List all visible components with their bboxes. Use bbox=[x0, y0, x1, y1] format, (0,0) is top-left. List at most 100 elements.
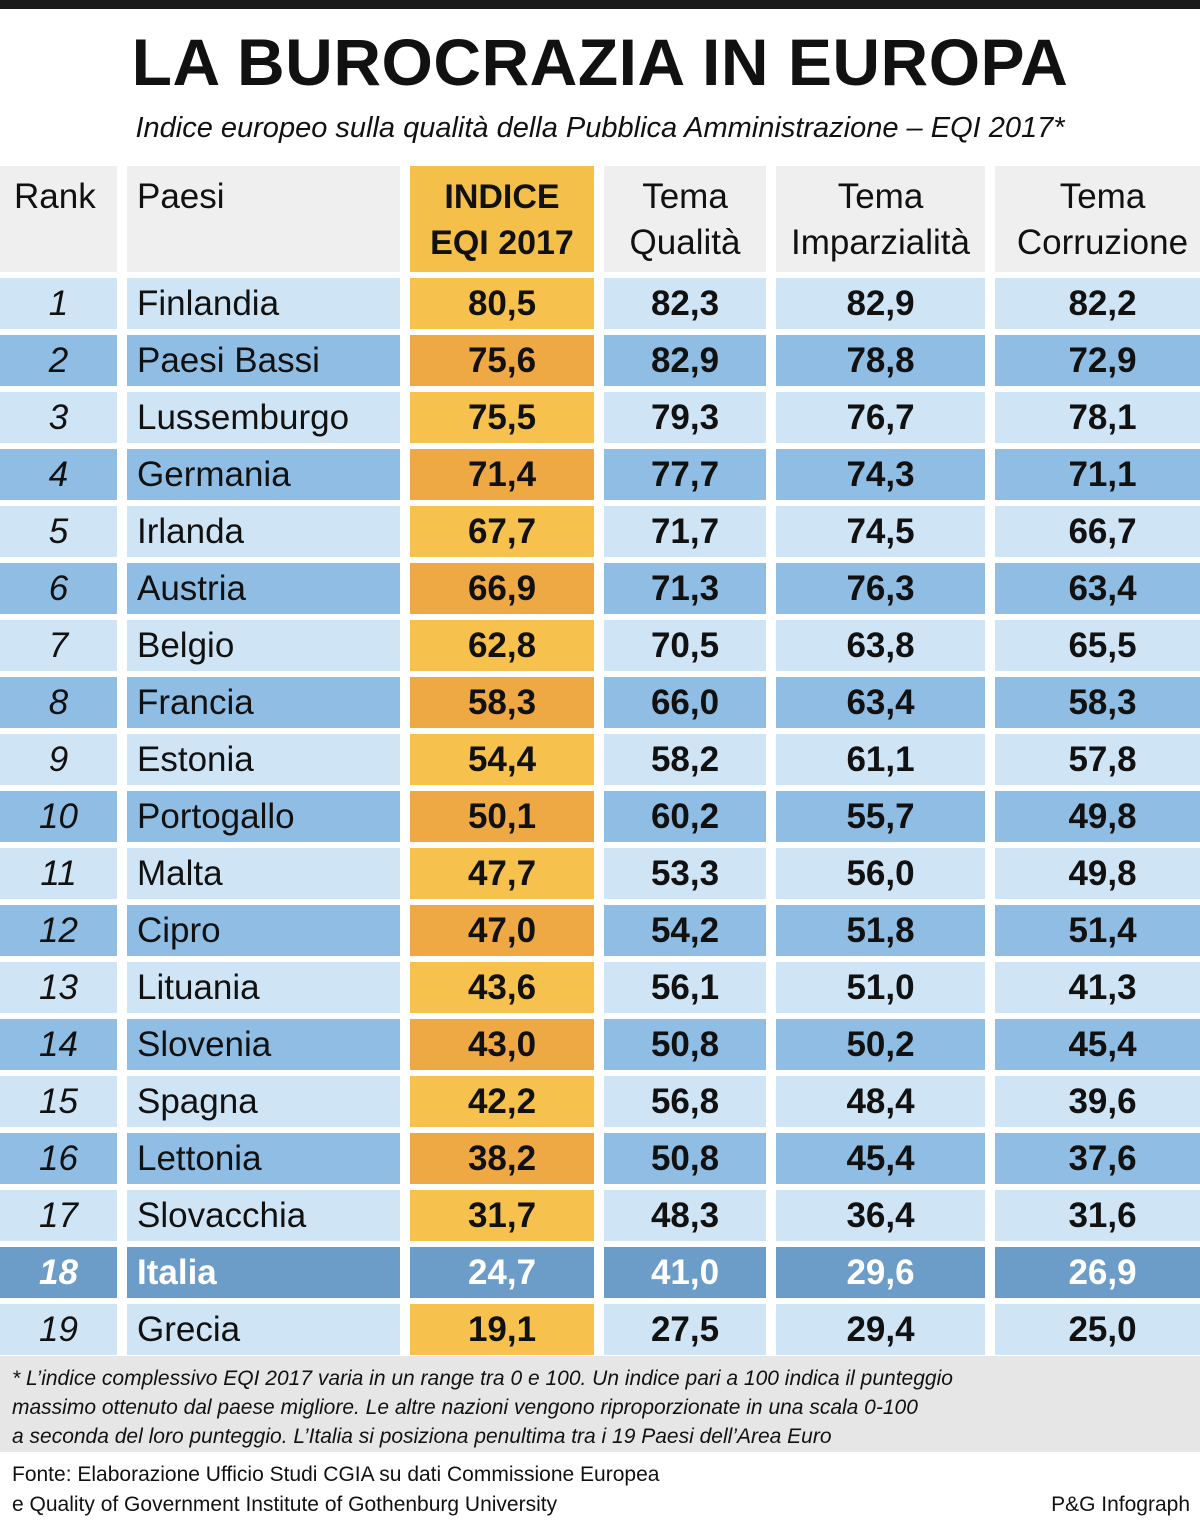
cell-corruzione: 58,3 bbox=[995, 677, 1200, 728]
cell-qualita: 71,7 bbox=[604, 506, 766, 557]
cell-qualita: 27,5 bbox=[604, 1304, 766, 1355]
cell-imparzialita: 36,4 bbox=[776, 1190, 985, 1241]
cell-corruzione: 45,4 bbox=[995, 1019, 1200, 1070]
cell-rank: 6 bbox=[0, 563, 117, 614]
cell-corruzione: 72,9 bbox=[995, 335, 1200, 386]
cell-qualita: 50,8 bbox=[604, 1019, 766, 1070]
cell-corruzione: 39,6 bbox=[995, 1076, 1200, 1127]
table-row: 3 Lussemburgo 75,5 79,3 76,7 78,1 bbox=[0, 392, 1200, 443]
cell-corruzione: 51,4 bbox=[995, 905, 1200, 956]
header-eqi: INDICE EQI 2017 bbox=[410, 166, 594, 272]
cell-rank: 5 bbox=[0, 506, 117, 557]
cell-corruzione: 41,3 bbox=[995, 962, 1200, 1013]
cell-imparzialita: 78,8 bbox=[776, 335, 985, 386]
table-row: 14 Slovenia 43,0 50,8 50,2 45,4 bbox=[0, 1019, 1200, 1070]
cell-country: Slovacchia bbox=[127, 1190, 400, 1241]
footnote-line: * L’indice complessivo EQI 2017 varia in… bbox=[12, 1367, 953, 1390]
cell-qualita: 50,8 bbox=[604, 1133, 766, 1184]
cell-imparzialita: 45,4 bbox=[776, 1133, 985, 1184]
cell-imparzialita: 61,1 bbox=[776, 734, 985, 785]
footnote-line: a seconda del loro punteggio. L’Italia s… bbox=[12, 1425, 832, 1448]
cell-country: Lussemburgo bbox=[127, 392, 400, 443]
cell-imparzialita: 63,4 bbox=[776, 677, 985, 728]
header-imparzialita: Tema Imparzialità bbox=[776, 166, 985, 272]
header-paesi: Paesi bbox=[127, 166, 400, 272]
cell-imparzialita: 51,8 bbox=[776, 905, 985, 956]
cell-country: Belgio bbox=[127, 620, 400, 671]
cell-imparzialita: 56,0 bbox=[776, 848, 985, 899]
cell-eqi: 19,1 bbox=[410, 1304, 594, 1355]
cell-corruzione: 25,0 bbox=[995, 1304, 1200, 1355]
table-row: 5 Irlanda 67,7 71,7 74,5 66,7 bbox=[0, 506, 1200, 557]
table-row: 12 Cipro 47,0 54,2 51,8 51,4 bbox=[0, 905, 1200, 956]
cell-rank: 17 bbox=[0, 1190, 117, 1241]
cell-qualita: 41,0 bbox=[604, 1247, 766, 1298]
table-header-row: Rank Paesi INDICE EQI 2017 Tema Qualità Te… bbox=[0, 166, 1200, 272]
cell-qualita: 53,3 bbox=[604, 848, 766, 899]
table-row: 18 Italia 24,7 41,0 29,6 26,9 bbox=[0, 1247, 1200, 1298]
cell-country: Irlanda bbox=[127, 506, 400, 557]
cell-qualita: 66,0 bbox=[604, 677, 766, 728]
cell-corruzione: 57,8 bbox=[995, 734, 1200, 785]
cell-country: Cipro bbox=[127, 905, 400, 956]
cell-eqi: 80,5 bbox=[410, 278, 594, 329]
cell-corruzione: 82,2 bbox=[995, 278, 1200, 329]
source-line: e Quality of Government Institute of Got… bbox=[12, 1493, 558, 1516]
cell-imparzialita: 51,0 bbox=[776, 962, 985, 1013]
cell-corruzione: 49,8 bbox=[995, 791, 1200, 842]
table-body: 1 Finlandia 80,5 82,3 82,9 82,2 2 Paesi Bassi 75… bbox=[0, 278, 1200, 1355]
table-row: 10 Portogallo 50,1 60,2 55,7 49,8 bbox=[0, 791, 1200, 842]
cell-eqi: 38,2 bbox=[410, 1133, 594, 1184]
cell-qualita: 82,3 bbox=[604, 278, 766, 329]
cell-rank: 11 bbox=[0, 848, 117, 899]
cell-rank: 8 bbox=[0, 677, 117, 728]
cell-imparzialita: 29,6 bbox=[776, 1247, 985, 1298]
header-qualita: Tema Qualità bbox=[604, 166, 766, 272]
cell-imparzialita: 74,5 bbox=[776, 506, 985, 557]
cell-qualita: 56,1 bbox=[604, 962, 766, 1013]
source-line: Fonte: Elaborazione Ufficio Studi CGIA s… bbox=[12, 1463, 660, 1486]
cell-eqi: 31,7 bbox=[410, 1190, 594, 1241]
cell-qualita: 56,8 bbox=[604, 1076, 766, 1127]
table-row: 1 Finlandia 80,5 82,3 82,9 82,2 bbox=[0, 278, 1200, 329]
table-row: 2 Paesi Bassi 75,6 82,9 78,8 72,9 bbox=[0, 335, 1200, 386]
table-row: 19 Grecia 19,1 27,5 29,4 25,0 bbox=[0, 1304, 1200, 1355]
cell-corruzione: 49,8 bbox=[995, 848, 1200, 899]
cell-country: Italia bbox=[127, 1247, 400, 1298]
cell-qualita: 54,2 bbox=[604, 905, 766, 956]
cell-imparzialita: 55,7 bbox=[776, 791, 985, 842]
table-row: 13 Lituania 43,6 56,1 51,0 41,3 bbox=[0, 962, 1200, 1013]
cell-rank: 12 bbox=[0, 905, 117, 956]
cell-rank: 7 bbox=[0, 620, 117, 671]
cell-country: Malta bbox=[127, 848, 400, 899]
cell-qualita: 48,3 bbox=[604, 1190, 766, 1241]
cell-country: Spagna bbox=[127, 1076, 400, 1127]
cell-corruzione: 65,5 bbox=[995, 620, 1200, 671]
footnote-line: massimo ottenuto dal paese migliore. Le … bbox=[12, 1396, 918, 1419]
cell-corruzione: 63,4 bbox=[995, 563, 1200, 614]
cell-eqi: 66,9 bbox=[410, 563, 594, 614]
cell-corruzione: 66,7 bbox=[995, 506, 1200, 557]
cell-eqi: 43,6 bbox=[410, 962, 594, 1013]
cell-country: Portogallo bbox=[127, 791, 400, 842]
cell-rank: 2 bbox=[0, 335, 117, 386]
cell-rank: 16 bbox=[0, 1133, 117, 1184]
cell-eqi: 58,3 bbox=[410, 677, 594, 728]
cell-rank: 4 bbox=[0, 449, 117, 500]
cell-country: Slovenia bbox=[127, 1019, 400, 1070]
cell-eqi: 75,5 bbox=[410, 392, 594, 443]
cell-eqi: 47,7 bbox=[410, 848, 594, 899]
table-row: 17 Slovacchia 31,7 48,3 36,4 31,6 bbox=[0, 1190, 1200, 1241]
cell-corruzione: 31,6 bbox=[995, 1190, 1200, 1241]
cell-eqi: 75,6 bbox=[410, 335, 594, 386]
cell-corruzione: 37,6 bbox=[995, 1133, 1200, 1184]
cell-eqi: 54,4 bbox=[410, 734, 594, 785]
cell-rank: 1 bbox=[0, 278, 117, 329]
cell-rank: 18 bbox=[0, 1247, 117, 1298]
cell-eqi: 62,8 bbox=[410, 620, 594, 671]
table-row: 7 Belgio 62,8 70,5 63,8 65,5 bbox=[0, 620, 1200, 671]
cell-eqi: 47,0 bbox=[410, 905, 594, 956]
header-corruzione: Tema Corruzione bbox=[995, 166, 1200, 272]
table-row: 4 Germania 71,4 77,7 74,3 71,1 bbox=[0, 449, 1200, 500]
cell-corruzione: 78,1 bbox=[995, 392, 1200, 443]
